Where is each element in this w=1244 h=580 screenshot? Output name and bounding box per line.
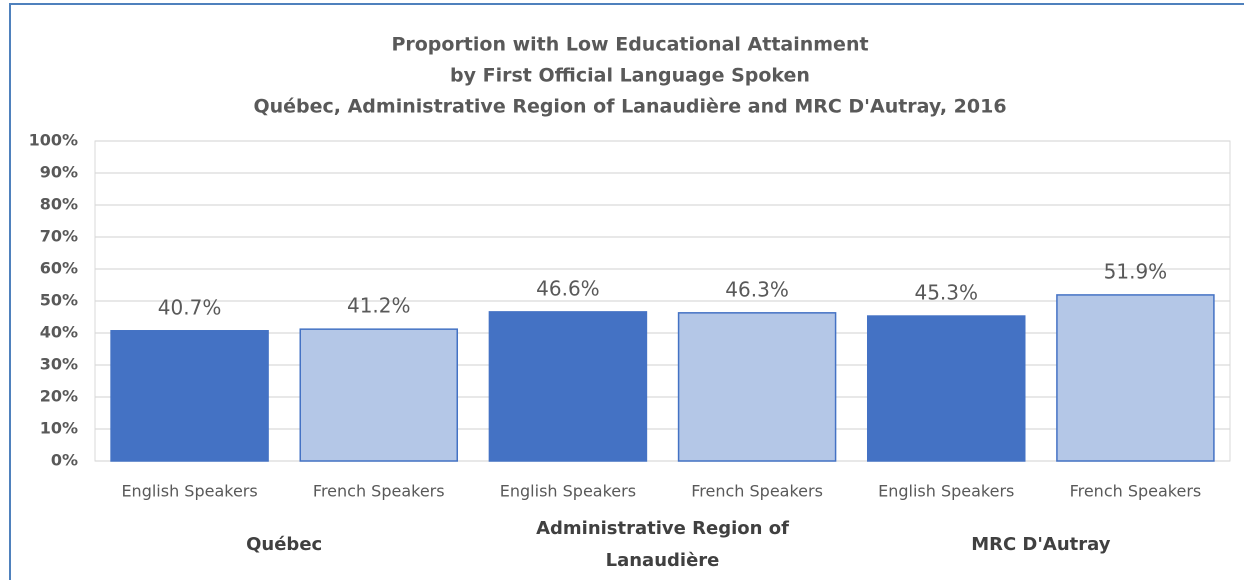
data-label: 46.6%	[536, 276, 600, 300]
chart-title: by First Official Language Spoken	[450, 65, 810, 87]
bar	[677, 312, 837, 462]
x-tick-label: English Speakers	[121, 482, 257, 501]
bar	[488, 311, 648, 462]
x-tick-label: French Speakers	[1070, 482, 1202, 501]
chart-title: Proportion with Low Educational Attainme…	[391, 34, 868, 56]
data-label: 45.3%	[914, 281, 978, 305]
y-tick-label: 0%	[51, 451, 78, 470]
y-tick-label: 70%	[40, 227, 78, 246]
bar	[866, 315, 1026, 462]
bar	[1056, 294, 1215, 462]
data-label: 40.7%	[158, 295, 222, 319]
y-tick-label: 40%	[40, 323, 78, 342]
y-tick-label: 20%	[40, 387, 78, 406]
bar	[299, 328, 459, 462]
x-tick-label: French Speakers	[313, 482, 445, 501]
x-tick-label: French Speakers	[691, 482, 823, 501]
chart-border	[9, 3, 1244, 580]
data-label: 46.3%	[725, 277, 789, 301]
chart-title: Québec, Administrative Region of Lanaudi…	[253, 96, 1006, 118]
group-label: Québec	[246, 534, 323, 555]
y-tick-label: 10%	[40, 419, 78, 438]
x-tick-label: English Speakers	[500, 482, 636, 501]
y-tick-label: 80%	[40, 195, 78, 214]
bar	[110, 330, 269, 462]
data-label: 51.9%	[1104, 259, 1168, 283]
group-label: MRC D'Autray	[971, 534, 1111, 555]
x-tick-label: English Speakers	[878, 482, 1014, 501]
y-tick-label: 50%	[40, 291, 78, 310]
y-tick-label: 30%	[40, 355, 78, 374]
y-tick-label: 90%	[40, 163, 78, 182]
y-tick-label: 60%	[40, 259, 78, 278]
data-label: 41.2%	[347, 294, 411, 318]
y-tick-label: 100%	[29, 131, 78, 150]
group-label: Administrative Region of Lanaudière	[536, 518, 789, 571]
